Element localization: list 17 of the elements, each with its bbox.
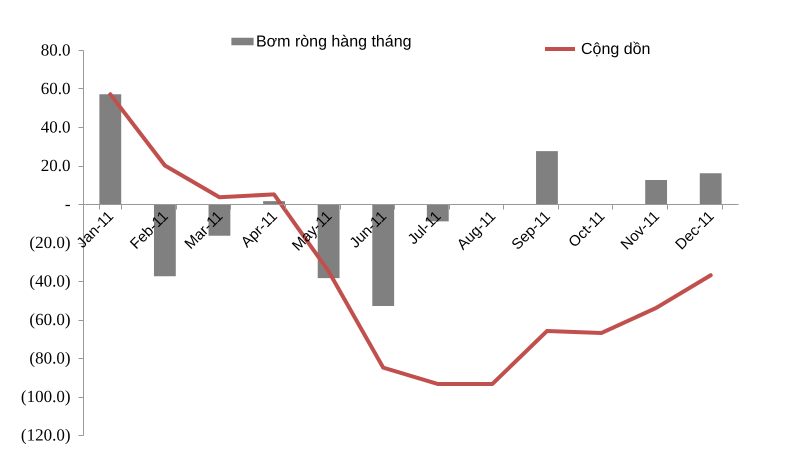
y-tick-label: (60.0)	[29, 310, 70, 329]
y-tick-label: (20.0)	[29, 233, 70, 252]
bar	[700, 173, 722, 204]
y-tick-label: (40.0)	[29, 272, 70, 290]
bar	[99, 94, 122, 204]
legend-label: Bơm ròng hàng tháng	[256, 34, 412, 50]
y-tick-label: (100.0)	[20, 387, 70, 406]
y-tick-label: 60.0	[40, 79, 70, 98]
bar	[536, 151, 558, 204]
y-tick-label: (120.0)	[20, 426, 70, 444]
y-tick-label: (80.0)	[29, 348, 70, 368]
y-tick-label: 20.0	[40, 156, 70, 175]
bar	[645, 180, 668, 204]
legend-label: Cộng dồn	[581, 41, 650, 58]
y-tick-label: 80.0	[40, 40, 70, 60]
y-tick-label: 40.0	[40, 118, 70, 136]
y-tick-label: -	[64, 194, 71, 214]
